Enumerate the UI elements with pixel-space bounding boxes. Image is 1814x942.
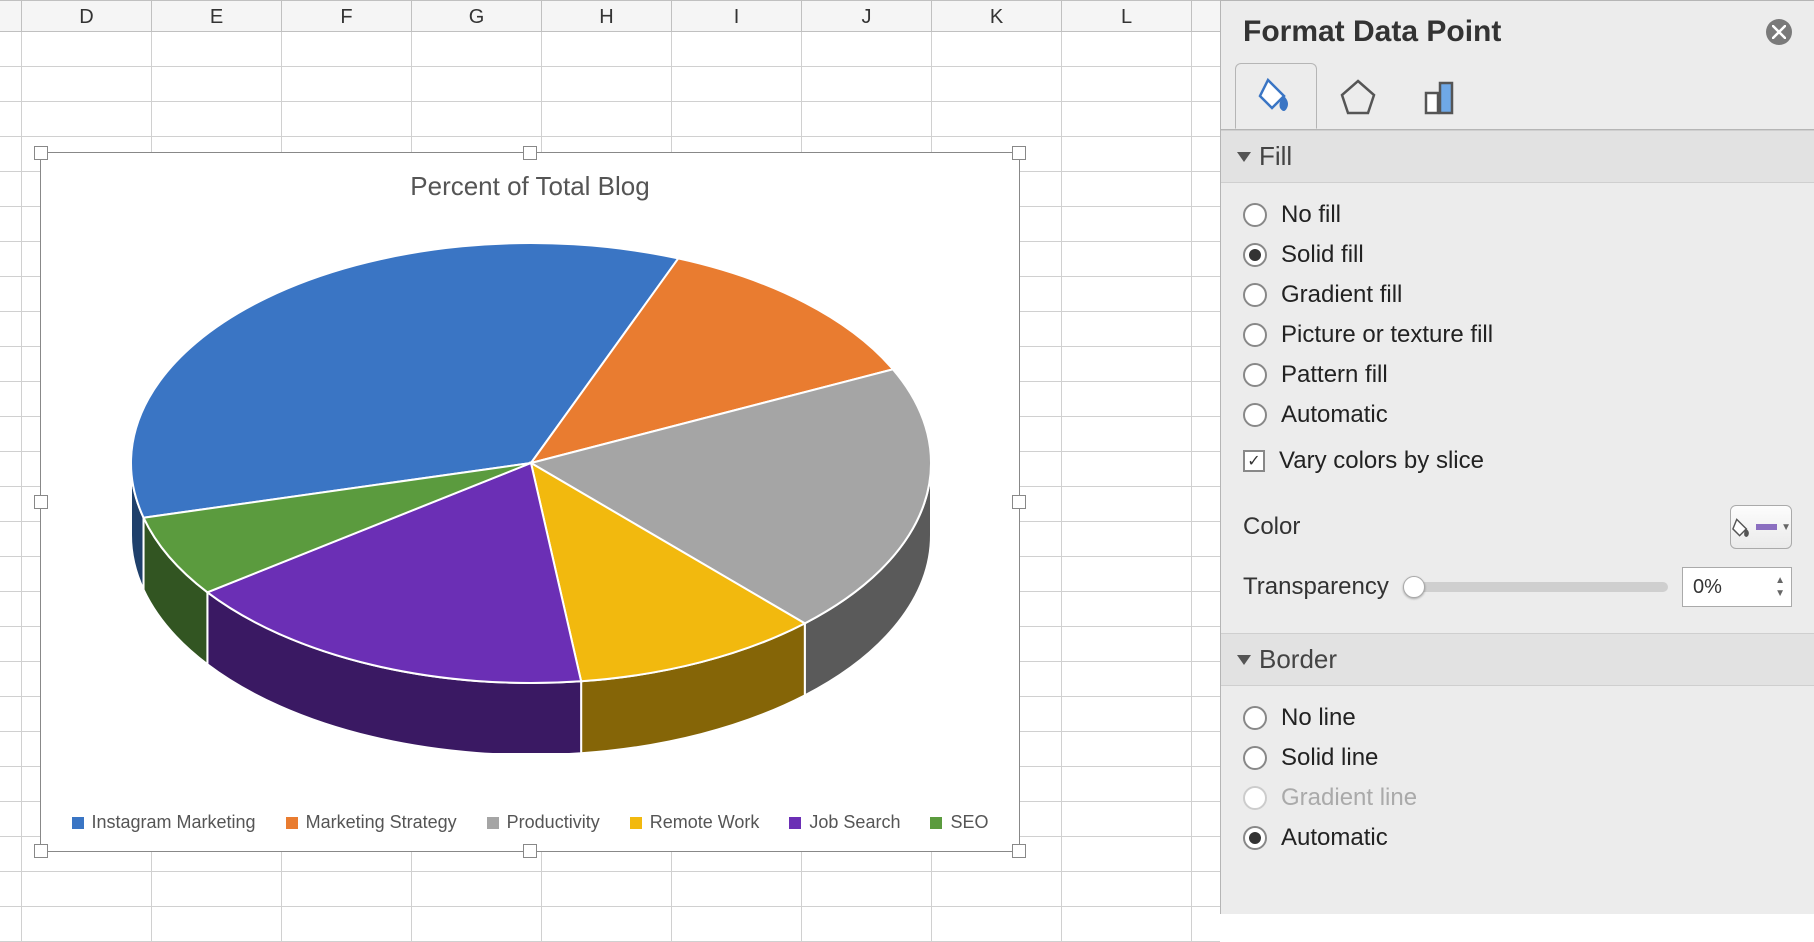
tab-fill-line[interactable] [1235, 63, 1317, 129]
radio-no-line[interactable]: No line [1243, 698, 1792, 738]
section-fill-label: Fill [1259, 141, 1292, 172]
color-swatch [1756, 524, 1777, 530]
chevron-down-icon [1237, 152, 1251, 162]
close-icon[interactable] [1766, 19, 1792, 45]
legend-swatch [789, 817, 801, 829]
radio-icon [1243, 706, 1267, 730]
spreadsheet-area: D E F G H I J K L Percent of Total Blog … [0, 0, 1220, 914]
slider-thumb[interactable] [1403, 576, 1425, 598]
radio-solid-fill[interactable]: Solid fill [1243, 235, 1792, 275]
transparency-slider[interactable] [1403, 582, 1668, 592]
column-header[interactable]: J [802, 1, 932, 31]
radio-icon [1243, 826, 1267, 850]
section-border-header[interactable]: Border [1221, 633, 1814, 686]
resize-handle[interactable] [1012, 844, 1026, 858]
column-header[interactable]: F [282, 1, 412, 31]
resize-handle[interactable] [34, 146, 48, 160]
legend-swatch [286, 817, 298, 829]
tab-size-properties[interactable] [1399, 63, 1481, 129]
legend-item[interactable]: Productivity [487, 812, 600, 833]
chevron-down-icon [1237, 655, 1251, 665]
checkbox-vary-colors[interactable]: ✓ Vary colors by slice [1243, 441, 1792, 481]
radio-icon [1243, 283, 1267, 307]
stepper[interactable]: ▲▼ [1775, 575, 1785, 599]
legend-item[interactable]: Job Search [789, 812, 900, 833]
column-header[interactable]: H [542, 1, 672, 31]
column-header-gutter [0, 1, 22, 31]
legend-swatch [630, 817, 642, 829]
color-label: Color [1243, 513, 1300, 541]
legend-label: Instagram Marketing [92, 812, 256, 833]
format-tabs [1221, 63, 1814, 130]
radio-icon [1243, 403, 1267, 427]
legend-swatch [487, 817, 499, 829]
resize-handle[interactable] [1012, 495, 1026, 509]
column-header[interactable]: L [1062, 1, 1192, 31]
resize-handle[interactable] [523, 844, 537, 858]
radio-icon [1243, 363, 1267, 387]
radio-icon [1243, 243, 1267, 267]
column-header[interactable]: D [22, 1, 152, 31]
legend-item[interactable]: Remote Work [630, 812, 760, 833]
paint-bucket-icon [1731, 516, 1752, 538]
radio-no-fill[interactable]: No fill [1243, 195, 1792, 235]
checkbox-icon: ✓ [1243, 450, 1265, 472]
color-picker-button[interactable]: ▼ [1730, 505, 1792, 549]
resize-handle[interactable] [523, 146, 537, 160]
column-header[interactable]: K [932, 1, 1062, 31]
legend-item[interactable]: Instagram Marketing [72, 812, 256, 833]
legend-label: Remote Work [650, 812, 760, 833]
transparency-input[interactable]: 0% ▲▼ [1682, 567, 1792, 607]
column-header[interactable]: G [412, 1, 542, 31]
legend-swatch [930, 817, 942, 829]
radio-automatic-fill[interactable]: Automatic [1243, 395, 1792, 435]
pie-chart[interactable] [91, 213, 971, 753]
radio-icon [1243, 786, 1267, 810]
section-fill-body: No fill Solid fill Gradient fill Picture… [1221, 183, 1814, 633]
radio-picture-fill[interactable]: Picture or texture fill [1243, 315, 1792, 355]
section-border-body: No line Solid line Gradient line Automat… [1221, 686, 1814, 876]
radio-solid-line[interactable]: Solid line [1243, 738, 1792, 778]
column-header[interactable]: E [152, 1, 282, 31]
column-headers: D E F G H I J K L [0, 0, 1220, 32]
format-pane: Format Data Point Fill [1220, 0, 1814, 914]
radio-icon [1243, 323, 1267, 347]
radio-pattern-fill[interactable]: Pattern fill [1243, 355, 1792, 395]
chart-object[interactable]: Percent of Total Blog Instagram Marketin… [40, 152, 1020, 852]
resize-handle[interactable] [34, 844, 48, 858]
chart-title[interactable]: Percent of Total Blog [41, 171, 1019, 202]
radio-gradient-line: Gradient line [1243, 778, 1792, 818]
legend-item[interactable]: SEO [930, 812, 988, 833]
chart-legend[interactable]: Instagram Marketing Marketing Strategy Pro… [41, 812, 1019, 833]
legend-swatch [72, 817, 84, 829]
radio-gradient-fill[interactable]: Gradient fill [1243, 275, 1792, 315]
transparency-label: Transparency [1243, 573, 1389, 601]
resize-handle[interactable] [34, 495, 48, 509]
section-fill-header[interactable]: Fill [1221, 130, 1814, 183]
legend-label: Job Search [809, 812, 900, 833]
radio-icon [1243, 746, 1267, 770]
legend-label: Productivity [507, 812, 600, 833]
pane-title: Format Data Point [1243, 15, 1501, 49]
radio-automatic-line[interactable]: Automatic [1243, 818, 1792, 858]
legend-item[interactable]: Marketing Strategy [286, 812, 457, 833]
legend-label: Marketing Strategy [306, 812, 457, 833]
section-border-label: Border [1259, 644, 1337, 675]
resize-handle[interactable] [1012, 146, 1026, 160]
dropdown-caret-icon: ▼ [1781, 522, 1791, 533]
column-header[interactable]: I [672, 1, 802, 31]
tab-effects[interactable] [1317, 63, 1399, 129]
legend-label: SEO [950, 812, 988, 833]
radio-icon [1243, 203, 1267, 227]
